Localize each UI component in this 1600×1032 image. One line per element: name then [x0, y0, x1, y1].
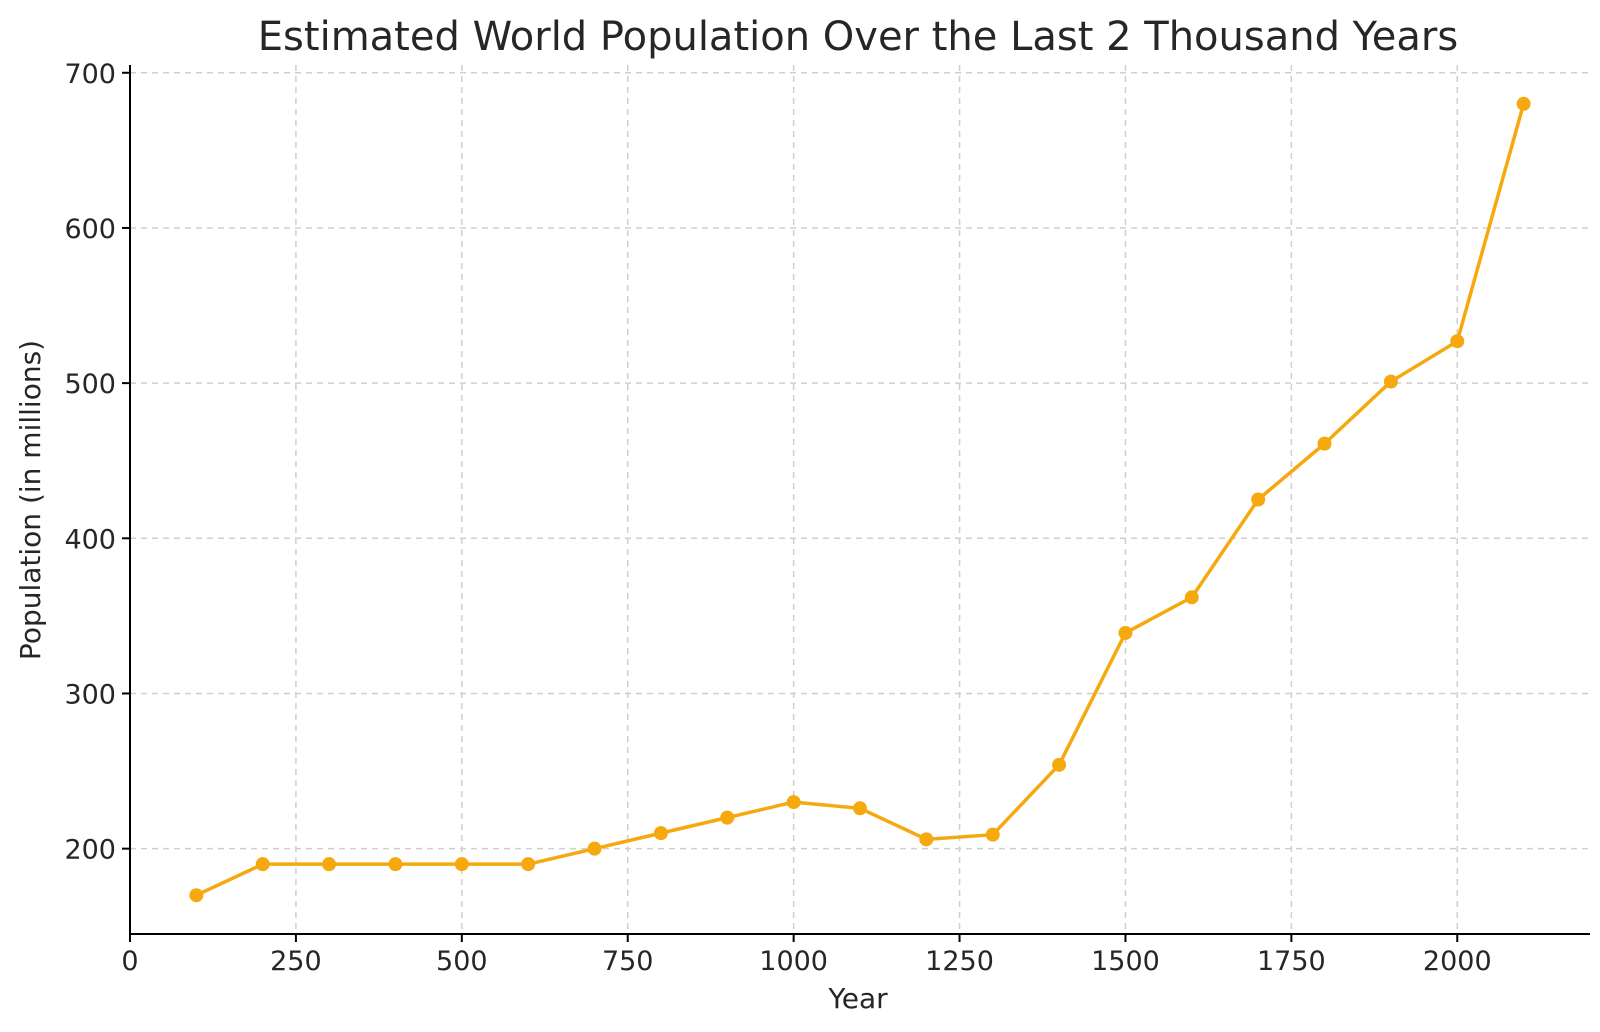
data-point	[919, 832, 934, 847]
x-axis-label: Year	[827, 982, 888, 1015]
data-point	[322, 857, 337, 872]
y-axis-label: Population (in millions)	[14, 340, 47, 660]
x-tick-label: 250	[270, 946, 322, 977]
data-point	[985, 827, 1000, 842]
data-point	[521, 857, 536, 872]
x-tick-label: 1250	[925, 946, 994, 977]
data-point	[388, 857, 403, 872]
data-point	[255, 857, 270, 872]
data-point	[1251, 492, 1266, 507]
data-point	[587, 841, 602, 856]
data-point	[454, 857, 469, 872]
series-line	[195, 103, 1526, 897]
data-point	[1184, 590, 1199, 605]
y-tick-label: 600	[64, 214, 116, 245]
data-point	[1516, 96, 1531, 111]
axis-ticks: 0 250 500 750 1000 1250 1500 1750 2000 200 300 400 5…	[64, 59, 1491, 977]
data-point	[189, 888, 204, 903]
x-tick-label: 1750	[1257, 946, 1326, 977]
data-point	[853, 801, 867, 816]
x-tick-label: 1000	[759, 946, 828, 977]
data-point	[1118, 625, 1133, 640]
x-tick-label: 750	[602, 946, 654, 977]
y-tick-label: 200	[64, 835, 116, 866]
x-tick-label: 0	[121, 946, 138, 977]
x-tick-label: 2000	[1423, 946, 1492, 977]
data-point	[786, 795, 801, 810]
grid-lines	[130, 65, 1590, 934]
x-tick-label: 500	[436, 946, 488, 977]
y-tick-label: 300	[64, 679, 116, 710]
data-point	[720, 810, 735, 825]
y-tick-label: 400	[64, 524, 116, 555]
y-tick-label: 700	[64, 59, 116, 90]
data-point	[1052, 757, 1067, 772]
data-point	[1317, 436, 1332, 451]
chart-title: Estimated World Population Over the Last…	[258, 14, 1458, 60]
x-tick-label: 1500	[1091, 946, 1160, 977]
data-point	[653, 826, 668, 841]
data-point	[1383, 374, 1398, 389]
data-point	[1450, 334, 1465, 349]
data-series	[189, 96, 1531, 903]
y-tick-label: 500	[64, 369, 116, 400]
